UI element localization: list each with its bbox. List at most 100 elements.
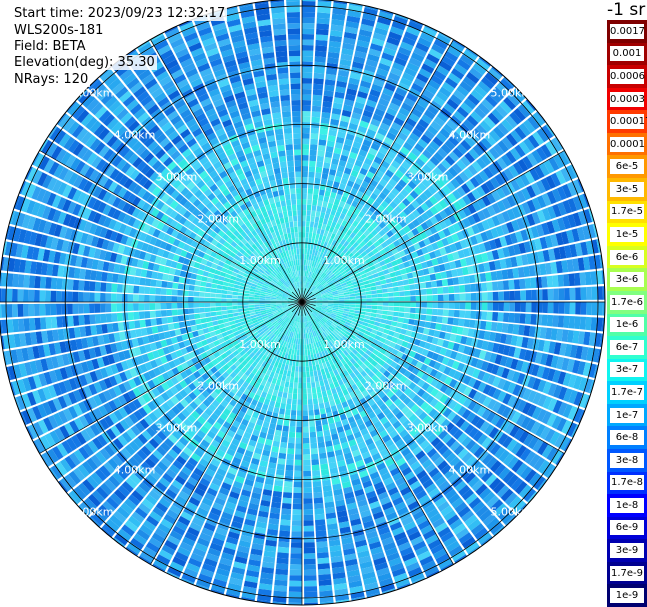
sweep-cell — [274, 314, 280, 318]
sweep-cell — [400, 486, 412, 496]
sweep-cell — [282, 211, 288, 218]
sweep-cell — [237, 241, 245, 248]
sweep-cell — [211, 583, 226, 593]
sweep-cell — [121, 431, 133, 443]
sweep-cell — [199, 477, 211, 487]
sweep-cell — [304, 344, 307, 350]
sweep-cell — [43, 221, 52, 235]
sweep-cell — [62, 184, 73, 198]
sweep-cell — [326, 310, 332, 314]
sweep-cell — [18, 363, 28, 378]
sweep-cell — [219, 487, 230, 496]
sweep-cell — [456, 464, 469, 476]
sweep-cell — [294, 295, 299, 300]
sweep-cell — [234, 451, 244, 460]
sweep-cell — [515, 413, 527, 427]
sweep-cell — [62, 393, 73, 407]
sweep-cell — [457, 406, 467, 417]
sweep-cell — [496, 485, 510, 498]
sweep-cell — [293, 248, 297, 255]
sweep-cell — [328, 539, 341, 547]
sweep-cell — [252, 267, 259, 273]
sweep-cell — [265, 320, 271, 326]
sweep-cell — [276, 396, 282, 403]
sweep-cell — [193, 261, 201, 269]
sweep-cell — [94, 141, 106, 155]
sweep-cell — [24, 260, 32, 274]
sweep-cell — [293, 388, 298, 394]
sweep-cell — [303, 481, 312, 488]
sweep-cell — [123, 275, 130, 284]
sweep-cell — [138, 294, 145, 302]
sweep-cell — [19, 333, 27, 347]
sweep-cell — [434, 345, 442, 354]
sweep-cell — [117, 187, 128, 199]
sweep-cell — [280, 380, 286, 387]
sweep-cell — [343, 349, 349, 357]
sweep-cell — [365, 349, 372, 356]
sweep-cell — [306, 321, 309, 328]
sweep-cell — [371, 506, 383, 515]
sweep-cell — [472, 430, 484, 442]
sweep-cell — [118, 174, 129, 186]
sweep-cell — [205, 349, 213, 357]
sweep-cell — [585, 316, 592, 331]
sweep-cell — [200, 412, 210, 421]
sweep-cell — [33, 374, 42, 389]
sweep-cell — [444, 349, 453, 358]
sweep-cell — [252, 339, 259, 346]
sweep-cell — [296, 355, 300, 361]
sweep-cell — [440, 531, 454, 543]
sweep-cell — [365, 437, 374, 446]
sweep-cell — [371, 452, 382, 461]
sweep-cell — [94, 225, 103, 237]
sweep-cell — [558, 386, 568, 401]
sweep-cell — [392, 434, 402, 444]
sweep-cell — [359, 377, 367, 385]
sweep-cell — [384, 439, 394, 448]
sweep-cell — [376, 399, 385, 407]
sweep-cell — [402, 491, 414, 501]
sweep-cell — [237, 370, 245, 378]
sweep-cell — [40, 358, 49, 372]
sweep-cell — [326, 320, 332, 326]
sweep-cell — [301, 306, 302, 312]
sweep-cell — [395, 577, 410, 588]
sweep-cell — [179, 379, 188, 389]
sweep-cell — [193, 434, 203, 444]
sweep-cell — [242, 484, 253, 492]
sweep-cell — [226, 536, 239, 545]
sweep-cell — [17, 304, 24, 317]
sweep-cell — [309, 365, 313, 372]
sweep-cell — [433, 361, 442, 371]
sweep-cell — [232, 309, 239, 313]
sweep-cell — [331, 376, 338, 383]
sweep-cell — [187, 246, 196, 254]
sweep-cell — [272, 290, 278, 294]
sweep-cell — [59, 252, 67, 265]
sweep-cell — [267, 405, 274, 413]
sweep-cell — [15, 348, 24, 363]
sweep-cell — [196, 507, 209, 517]
sweep-cell — [262, 285, 269, 289]
sweep-cell — [267, 467, 276, 475]
sweep-cell — [89, 303, 95, 314]
sweep-cell — [71, 124, 84, 138]
sweep-cell — [356, 343, 364, 350]
sweep-cell — [298, 305, 301, 311]
sweep-cell — [552, 384, 563, 399]
sweep-cell — [155, 211, 165, 221]
sweep-cell — [93, 124, 106, 137]
sweep-cell — [290, 188, 296, 195]
sweep-cell — [179, 197, 188, 206]
sweep-cell — [399, 367, 407, 375]
sweep-cell — [248, 559, 261, 567]
sweep-cell — [305, 355, 309, 361]
sweep-cell — [302, 39, 314, 46]
sweep-cell — [171, 479, 183, 490]
sweep-cell — [310, 305, 316, 308]
sweep-cell — [138, 481, 151, 494]
sweep-cell — [174, 193, 184, 203]
sweep-cell — [53, 164, 65, 178]
sweep-cell — [295, 243, 299, 249]
